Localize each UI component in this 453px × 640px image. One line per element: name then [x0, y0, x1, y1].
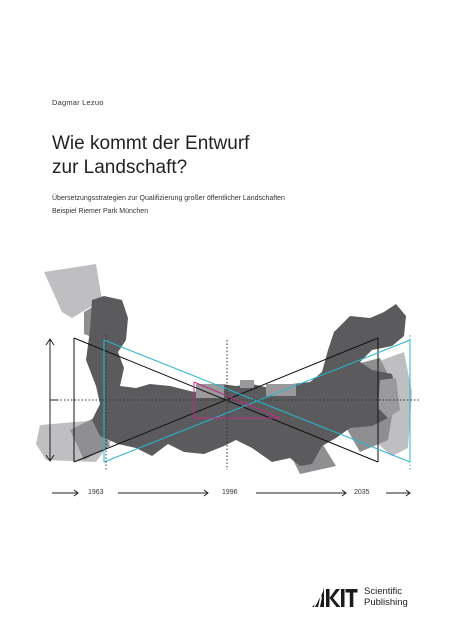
- guide-lines: [50, 335, 420, 470]
- book-title: Wie kommt der Entwurf zur Landschaft?: [52, 132, 249, 180]
- publisher-name-line-1: Scientific: [364, 586, 403, 597]
- dark-shape: [86, 296, 406, 466]
- title-line-2: zur Landschaft?: [52, 157, 188, 178]
- subtitle: Übersetzungsstrategien zur Qualifizierun…: [52, 192, 285, 218]
- kit-logo-icon: [312, 587, 358, 607]
- timeline-arrows: [52, 489, 411, 497]
- publisher-logo: Scientific Publishing: [312, 586, 408, 608]
- subtitle-line-1: Übersetzungsstrategien zur Qualifizierun…: [52, 195, 285, 202]
- timeline-year-end: 2035: [354, 489, 370, 496]
- timeline-year-middle: 1996: [222, 489, 238, 496]
- subtitle-line-2: Beispiel Riemer Park München: [52, 208, 149, 215]
- publisher-name: Scientific Publishing: [364, 586, 408, 608]
- light-patches: [196, 378, 400, 418]
- publisher-name-line-2: Publishing: [364, 597, 408, 608]
- author-name: Dagmar Lezuo: [52, 98, 104, 107]
- magenta-frame: [193, 382, 280, 419]
- title-line-1: Wie kommt der Entwurf: [52, 133, 250, 154]
- timeline-year-start: 1963: [88, 489, 104, 496]
- vertical-double-arrow-icon: [45, 338, 58, 462]
- cyan-diagonal-2: [103, 339, 411, 463]
